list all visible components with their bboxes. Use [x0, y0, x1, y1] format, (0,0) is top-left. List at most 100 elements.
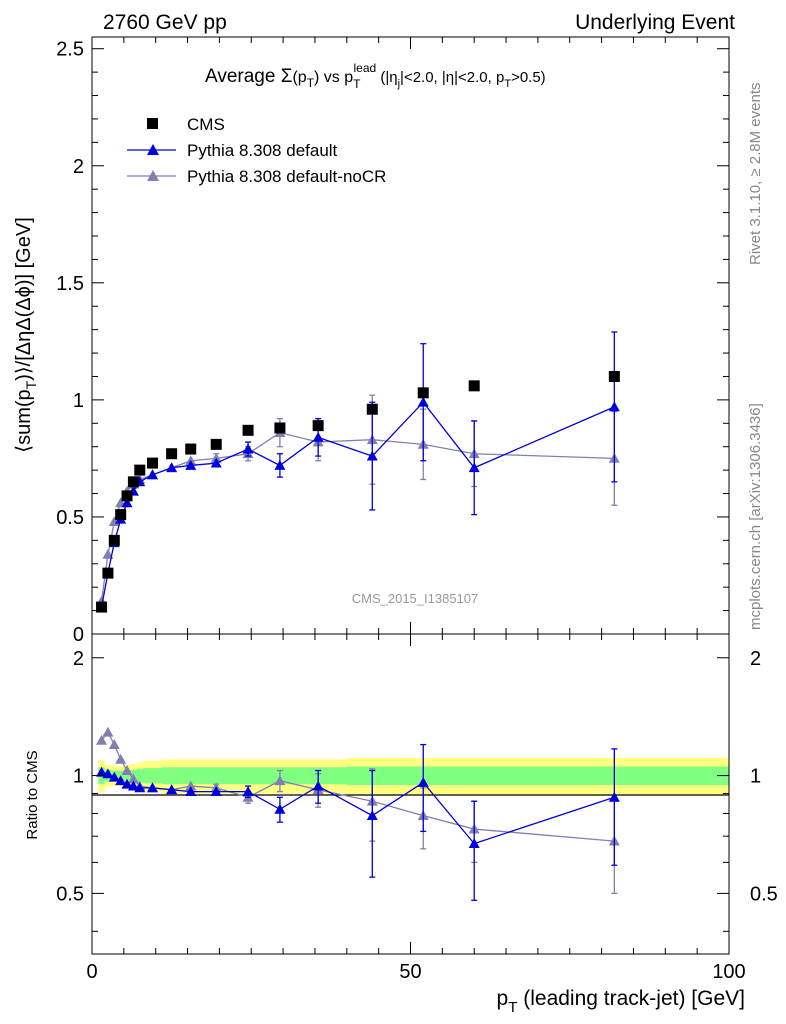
analysis-watermark: CMS_2015_I1385107	[352, 591, 479, 606]
legend-cms-label: CMS	[187, 115, 225, 134]
title-vs-sub: T	[353, 77, 361, 91]
ratio-point	[115, 775, 127, 786]
main-y-label-sub: T	[23, 380, 39, 389]
mc-point	[185, 459, 197, 470]
ratio-y-tick-label: 0.5	[56, 883, 84, 905]
mc-point	[102, 548, 114, 559]
cms-point	[185, 443, 197, 455]
cms-point	[468, 380, 480, 392]
mc-point	[312, 431, 324, 442]
title-prefix: Average	[205, 66, 281, 87]
y-tick-label: 2	[73, 156, 84, 178]
cms-point	[127, 476, 139, 488]
title-arg-open: (p	[292, 69, 306, 86]
x-tick-label: 0	[86, 961, 97, 983]
ratio-point	[102, 726, 114, 737]
mc-line	[100, 431, 615, 602]
ratio-panel: 0.5 0.5 1 1 2 2 0 50 100	[56, 633, 778, 983]
ratio-point	[121, 765, 133, 775]
mc-line	[100, 401, 615, 608]
main-panel: 00.511.522.5 Average Σ(pT) vs pTlead (|η…	[56, 36, 730, 646]
cms-point	[115, 509, 127, 521]
y-tick-label: 0.5	[56, 507, 84, 529]
ratio-point	[185, 786, 197, 796]
cms-point	[166, 448, 178, 460]
ratio-y-tick-label-right: 2	[750, 648, 761, 670]
x-axis-label-b: (leading track-jet) [GeV]	[517, 987, 745, 1010]
mc-point	[242, 443, 254, 454]
ratio-point	[108, 771, 120, 782]
ratio-point	[102, 768, 114, 779]
ratio-point	[108, 739, 120, 749]
cms-point	[147, 457, 159, 469]
ratio-y-tick-label-right: 0.5	[750, 883, 778, 905]
ratio-point	[96, 734, 108, 745]
mc-point	[468, 462, 480, 473]
mc-point	[210, 457, 222, 468]
title-vs: vs p	[319, 69, 353, 86]
ratio-point	[185, 780, 197, 791]
main-series-layer	[96, 331, 620, 613]
title-cuts-c: >0.5)	[511, 69, 546, 86]
ratio-point	[166, 784, 178, 795]
legend-default-label: Pythia 8.308 default	[187, 141, 338, 160]
cms-point	[210, 438, 222, 450]
ratio-y-tick-label: 1	[73, 766, 84, 788]
mc-point	[608, 401, 620, 412]
rivet-version-text: Rivet 3.1.10, ≥ 2.8M events	[747, 83, 764, 266]
ratio-point	[417, 777, 429, 787]
ratio-point	[134, 782, 146, 793]
main-axis-ticks: 0 0.5 1 1.5 2 2.5	[56, 37, 730, 646]
title-cuts-a-sub: j	[397, 78, 400, 90]
cms-point	[312, 420, 324, 432]
title-arg-sub: T	[307, 76, 315, 90]
x-tick-label: 100	[712, 961, 745, 983]
cms-point	[108, 534, 120, 546]
ratio-point	[210, 786, 222, 796]
ratio-point	[608, 791, 620, 802]
x-axis-label: pT (leading track-jet) [GeV]	[497, 987, 745, 1016]
header-right: Underlying Event	[575, 11, 735, 34]
title-cuts-b-sub: T	[504, 78, 511, 90]
main-y-label-b: )⟩/[ΔηΔ(Δϕ)] [GeV]	[13, 217, 35, 381]
ratio-point	[127, 780, 139, 791]
x-axis-label-a: p	[497, 987, 509, 1010]
cms-point	[102, 567, 114, 579]
ratio-point	[274, 803, 286, 814]
cms-point	[608, 370, 620, 382]
legend-nocr-label: Pythia 8.308 default-noCR	[187, 167, 386, 186]
mc-point	[166, 462, 178, 473]
mc-point	[274, 459, 286, 470]
title-vs-sup: lead	[354, 61, 377, 75]
title-sigma: Σ	[281, 66, 293, 87]
ratio-y-tick-label: 2	[73, 648, 84, 670]
main-y-label: ⟨sum(pT)⟩/[ΔηΔ(Δϕ)] [GeV]	[13, 217, 39, 452]
ratio-point	[468, 838, 480, 849]
ratio-point	[121, 778, 133, 789]
ratio-point	[312, 780, 324, 791]
cms-point	[366, 403, 378, 415]
y-tick-label: 1.5	[56, 273, 84, 295]
mc-point	[366, 450, 378, 461]
legend-cms-marker	[147, 118, 158, 129]
ratio-axis-ticks: 0.5 0.5 1 1 2 2 0 50 100	[56, 634, 778, 983]
mc-point	[121, 497, 133, 508]
mc-point	[417, 396, 429, 407]
legend-nocr-marker	[147, 170, 159, 181]
legend: CMS Pythia 8.308 default Pythia 8.308 de…	[127, 115, 386, 186]
x-axis-label-sub: T	[508, 999, 517, 1016]
ratio-band-inner	[98, 766, 730, 786]
main-y-label-a: ⟨sum(p	[13, 389, 35, 452]
cms-point	[242, 424, 254, 436]
ratio-y-label: Ratio to CMS	[24, 750, 41, 839]
title-cuts-a: (|η	[376, 69, 397, 86]
y-tick-label: 2.5	[56, 39, 84, 61]
ratio-point	[242, 786, 254, 796]
mc-point	[147, 469, 159, 480]
cms-point	[96, 601, 108, 613]
ratio-point	[147, 782, 159, 793]
ratio-point	[115, 753, 127, 764]
title-cuts-b: |<2.0, |η|<2.0, p	[400, 69, 504, 86]
y-tick-label: 0	[73, 624, 84, 646]
ratio-point	[274, 775, 286, 786]
